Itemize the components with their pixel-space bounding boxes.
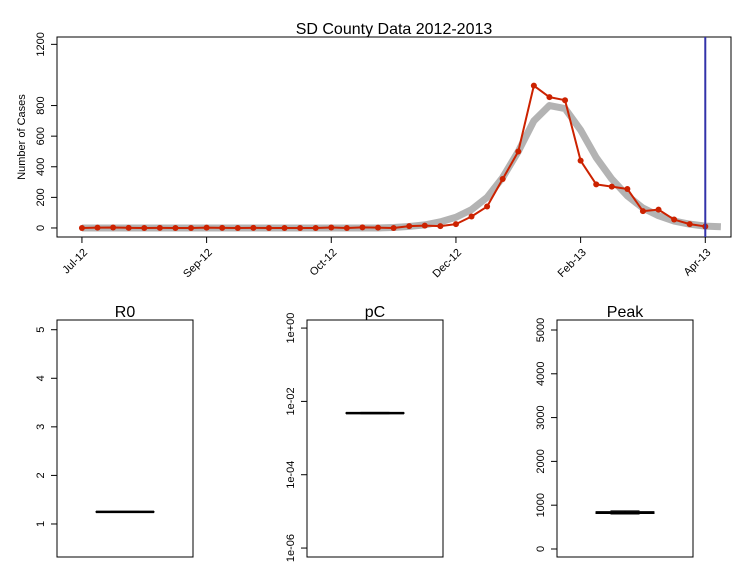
x-tick-label: Sep-12 <box>181 247 215 281</box>
y-tick-label: 1e-02 <box>285 387 297 415</box>
data-point <box>312 224 319 231</box>
chart-title: Peak <box>607 304 644 321</box>
data-point <box>110 224 117 231</box>
data-point <box>78 224 85 231</box>
plot-frame <box>56 319 194 558</box>
data-point <box>671 216 678 223</box>
data-point <box>515 148 522 155</box>
chart-title: R0 <box>115 304 136 321</box>
data-point <box>219 224 226 231</box>
y-tick-label: 1 <box>35 521 47 527</box>
y-tick-label: 0 <box>35 225 47 231</box>
data-point <box>639 208 646 215</box>
y-tick-label: 600 <box>35 127 47 145</box>
data-point <box>343 224 350 231</box>
plot-frame <box>306 319 444 558</box>
plot-frame <box>56 36 732 238</box>
y-tick-label: 1000 <box>535 493 547 517</box>
data-point <box>686 221 693 228</box>
plot-frame <box>556 319 694 558</box>
data-point <box>125 224 132 231</box>
data-point <box>250 224 257 231</box>
data-point <box>172 224 179 231</box>
data-point <box>593 181 600 188</box>
data-point <box>156 224 163 231</box>
y-tick-label: 800 <box>35 96 47 114</box>
data-point <box>452 221 459 228</box>
data-point <box>468 213 475 220</box>
y-tick-label: 200 <box>35 188 47 206</box>
data-point <box>359 224 366 231</box>
data-point <box>577 157 584 164</box>
data-point <box>499 176 506 183</box>
y-tick-label: 3 <box>35 424 47 430</box>
y-tick-label: 1e-06 <box>285 534 297 562</box>
data-point <box>141 224 148 231</box>
data-point <box>281 224 288 231</box>
data-point <box>375 224 382 231</box>
data-point <box>562 97 569 104</box>
y-tick-label: 4000 <box>535 362 547 386</box>
data-point <box>437 223 444 230</box>
x-tick-label: Feb-13 <box>556 247 589 280</box>
y-tick-label: 3000 <box>535 405 547 429</box>
x-tick-label: Oct-12 <box>308 247 340 279</box>
y-tick-label: 0 <box>535 546 547 552</box>
data-point <box>234 224 241 231</box>
x-tick-label: Apr-13 <box>682 247 714 279</box>
y-tick-label: 1e-04 <box>285 461 297 489</box>
y-tick-label: 1e+00 <box>285 313 297 344</box>
data-point <box>608 183 615 190</box>
data-point <box>421 222 428 229</box>
y-tick-label: 400 <box>35 158 47 176</box>
data-point <box>546 94 553 101</box>
y-tick-label: 1200 <box>35 32 47 56</box>
model-band <box>81 102 722 232</box>
chart-title: SD County Data 2012-2013 <box>296 21 493 38</box>
y-tick-label: 5 <box>35 327 47 333</box>
data-point <box>265 224 272 231</box>
data-point <box>406 223 413 230</box>
chart-title: pC <box>365 304 385 321</box>
y-tick-label: 4 <box>35 375 47 381</box>
data-point <box>297 224 304 231</box>
y-tick-label: 2 <box>35 472 47 478</box>
y-tick-label: 5000 <box>535 318 547 342</box>
data-point <box>624 185 631 192</box>
data-point <box>203 224 210 231</box>
data-point <box>530 82 537 89</box>
x-tick-label: Dec-12 <box>431 247 465 281</box>
data-line <box>81 84 706 229</box>
data-point <box>328 224 335 231</box>
y-tick-label: 2000 <box>535 449 547 473</box>
data-point <box>188 224 195 231</box>
data-point <box>484 203 491 210</box>
y-axis-label: Number of Cases <box>16 94 28 180</box>
data-point <box>94 224 101 231</box>
data-point <box>655 206 662 213</box>
data-point <box>390 224 397 231</box>
x-tick-label: Jul-12 <box>60 247 90 277</box>
